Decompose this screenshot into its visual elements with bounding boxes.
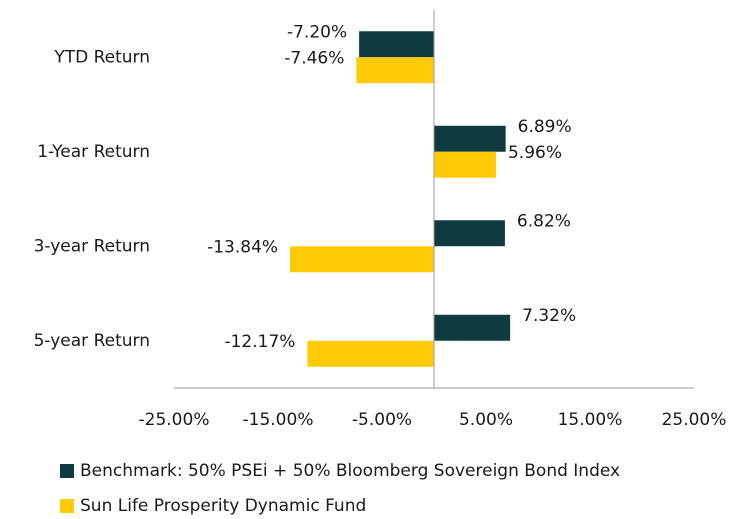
x-tick-label: 5.00% <box>459 410 513 430</box>
x-tick-label: -15.00% <box>243 410 314 430</box>
bar <box>434 220 505 247</box>
category-label: 3-year Return <box>34 236 150 256</box>
value-label: -13.84% <box>207 237 278 257</box>
value-label: 6.89% <box>518 117 572 137</box>
bar <box>359 31 434 58</box>
legend-label: Benchmark: 50% PSEi + 50% Bloomberg Sove… <box>80 461 620 481</box>
value-label: 7.32% <box>522 306 576 326</box>
value-label: -12.17% <box>224 332 295 352</box>
legend-label: Sun Life Prosperity Dynamic Fund <box>80 496 366 516</box>
bar <box>434 151 496 178</box>
value-label: 5.96% <box>508 143 562 163</box>
bar <box>307 340 434 367</box>
category-label: 5-year Return <box>34 331 150 351</box>
bar <box>290 246 434 273</box>
x-tick-label: 25.00% <box>662 410 727 430</box>
value-label: -7.20% <box>287 22 347 42</box>
x-tick-label: 15.00% <box>558 410 623 430</box>
bar <box>356 57 434 84</box>
legend-swatch <box>60 499 74 513</box>
x-tick-label: -5.00% <box>352 410 412 430</box>
category-label: YTD Return <box>53 47 150 67</box>
value-label: 6.82% <box>517 211 571 231</box>
value-label: -7.46% <box>284 48 344 68</box>
bar <box>434 125 506 152</box>
legend-swatch <box>60 464 74 478</box>
bar <box>434 314 511 341</box>
category-label: 1-Year Return <box>37 142 150 162</box>
x-tick-label: -25.00% <box>139 410 210 430</box>
